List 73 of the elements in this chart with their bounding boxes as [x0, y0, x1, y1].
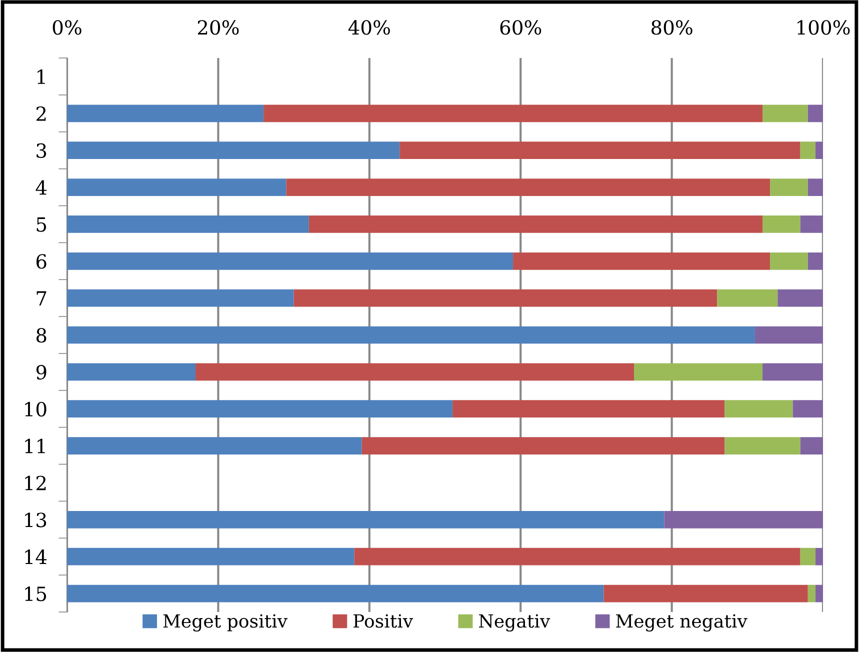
bar — [808, 178, 823, 196]
legend-label: Meget negativ — [616, 614, 748, 632]
bar — [808, 252, 823, 270]
y-tick-label: 7 — [36, 291, 46, 306]
bar — [513, 252, 770, 270]
y-tick-label: 9 — [36, 364, 46, 380]
bar — [362, 437, 725, 454]
bar — [286, 178, 770, 196]
x-tick-label: 20% — [198, 20, 239, 35]
y-tick-label: 4 — [36, 180, 47, 195]
bar — [800, 548, 816, 566]
bar — [724, 437, 800, 454]
x-tick-label: 100% — [798, 20, 850, 35]
bar — [67, 104, 264, 122]
bar — [800, 142, 816, 160]
y-tick-label: 12 — [25, 476, 46, 490]
y-tick-label: 15 — [25, 586, 46, 602]
bar — [815, 142, 823, 160]
bar — [294, 289, 718, 307]
bar — [67, 326, 755, 344]
bar — [67, 510, 664, 528]
y-tick-label: 1 — [38, 69, 45, 84]
y-tick-label: 3 — [36, 143, 46, 158]
bar — [67, 400, 453, 418]
legend-label: Negativ — [478, 614, 550, 632]
bar — [724, 400, 793, 418]
bar — [67, 178, 286, 196]
y-tick-label: 14 — [25, 550, 47, 564]
x-tick-label: 80% — [651, 20, 692, 35]
x-tick-label: 0% — [52, 20, 82, 35]
bar — [770, 178, 808, 196]
bar — [604, 584, 808, 602]
bar — [308, 216, 763, 233]
bar — [762, 363, 823, 381]
bar — [792, 400, 823, 418]
x-tick-label: 60% — [500, 20, 542, 35]
bar — [400, 142, 800, 160]
y-tick-label: 2 — [36, 106, 46, 121]
bar — [808, 104, 823, 122]
bar — [754, 326, 823, 344]
bar — [354, 548, 800, 566]
y-tick-label: 5 — [36, 217, 46, 232]
y-tick-label: 10 — [25, 402, 46, 417]
bar — [67, 437, 362, 454]
bar — [800, 216, 823, 233]
y-tick-label: 11 — [25, 438, 45, 454]
bar — [800, 437, 823, 454]
bar — [762, 104, 808, 122]
y-tick-label: 8 — [36, 328, 46, 343]
bar — [664, 510, 823, 528]
bar — [67, 584, 604, 602]
bar — [717, 289, 778, 307]
y-tick-label: 13 — [25, 512, 46, 528]
bar — [67, 289, 294, 307]
bar — [67, 142, 400, 160]
bar — [452, 400, 725, 418]
bar — [67, 252, 514, 270]
legend-label: Meget positiv — [163, 614, 288, 632]
bar — [67, 548, 354, 566]
bar — [778, 289, 823, 307]
bar — [808, 584, 816, 602]
bar — [815, 548, 823, 566]
bar — [264, 104, 763, 122]
bar — [770, 252, 808, 270]
legend-label: Positiv — [354, 614, 414, 628]
bar — [196, 363, 634, 381]
bar — [815, 584, 823, 602]
x-tick-label: 40% — [348, 20, 390, 35]
bar — [67, 216, 309, 233]
bar — [762, 216, 800, 233]
bar — [67, 363, 196, 381]
bar — [634, 363, 763, 381]
y-tick-label: 6 — [36, 254, 46, 269]
